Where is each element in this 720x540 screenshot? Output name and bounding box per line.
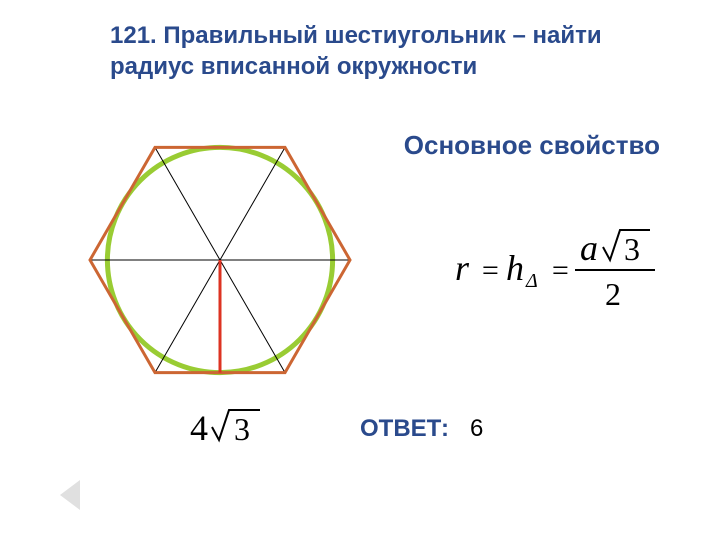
- answer-label: ОТВЕТ:: [360, 415, 449, 443]
- formula: r = h Δ = a 3 2: [450, 225, 670, 320]
- back-arrow-icon[interactable]: [60, 480, 80, 510]
- property-label: Основное свойство: [404, 130, 660, 161]
- side-root: 3: [234, 411, 250, 447]
- side-value-svg: 4 3: [190, 405, 280, 455]
- formula-eq2: =: [550, 254, 570, 287]
- hexagon-diagram: [60, 120, 380, 425]
- diagram-svg: [60, 120, 380, 420]
- formula-svg: r = h Δ = a 3 2: [450, 225, 670, 315]
- formula-r: r: [455, 248, 470, 288]
- formula-sub: Δ: [525, 270, 538, 292]
- side-value: 4 3: [190, 405, 280, 460]
- slide-title: 121. Правильный шестиугольник – найти ра…: [110, 20, 680, 82]
- formula-denom: 2: [605, 276, 621, 312]
- answer-label-text: ОТВЕТ:: [360, 415, 449, 442]
- formula-eq1: =: [480, 254, 500, 287]
- side-coef: 4: [190, 408, 208, 448]
- answer-value-text: 6: [470, 415, 483, 442]
- formula-h: h: [506, 248, 524, 288]
- title-text: 121. Правильный шестиугольник – найти ра…: [110, 22, 602, 80]
- formula-root3: 3: [624, 231, 640, 267]
- formula-a: a: [580, 228, 598, 268]
- property-text: Основное свойство: [404, 130, 660, 160]
- answer-value: 6: [470, 415, 483, 443]
